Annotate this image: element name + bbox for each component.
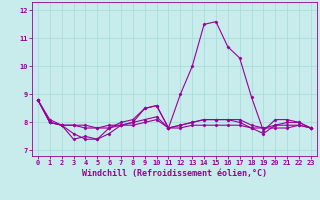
X-axis label: Windchill (Refroidissement éolien,°C): Windchill (Refroidissement éolien,°C) (82, 169, 267, 178)
